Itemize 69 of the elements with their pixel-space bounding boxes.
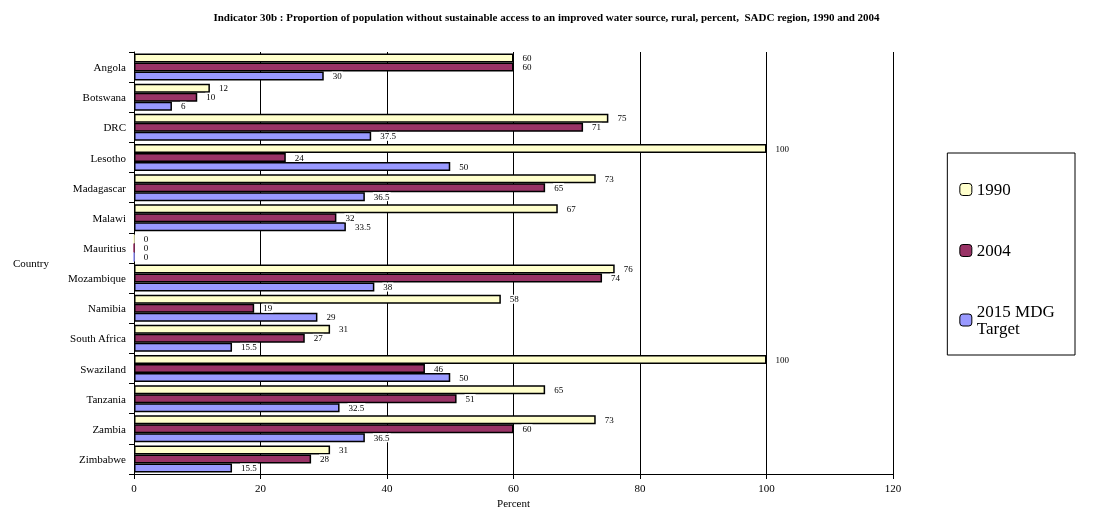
- data-label: 15.5: [241, 462, 258, 473]
- data-label: 51: [465, 393, 475, 404]
- data-label: 12: [218, 83, 228, 94]
- y-tick-label: Madagascar: [72, 181, 127, 194]
- x-tick-label: 40: [381, 481, 393, 494]
- y-tick-label: Angola: [93, 61, 127, 74]
- legend-label: 2004: [976, 241, 1012, 260]
- legend-label: 1990: [976, 180, 1011, 199]
- x-tick-label: 0: [131, 481, 138, 494]
- data-label: 58: [509, 294, 520, 305]
- data-label: 65: [554, 384, 564, 395]
- data-label: 29: [326, 312, 336, 323]
- x-tick-label: 20: [255, 481, 267, 494]
- data-label: 36.5: [373, 432, 391, 443]
- x-tick-label: 80: [634, 481, 646, 494]
- y-tick-label: South Africa: [70, 332, 127, 345]
- data-label: 76: [623, 264, 634, 275]
- data-label: 19: [263, 303, 273, 314]
- data-label: 0: [143, 251, 149, 262]
- data-label: 100: [775, 354, 790, 365]
- data-label: 28: [320, 453, 330, 464]
- data-label: 30: [332, 71, 343, 82]
- data-label: 60: [522, 423, 532, 434]
- y-tick-label: Mauritius: [83, 241, 126, 254]
- data-label: 73: [604, 173, 615, 184]
- data-label: 36.5: [373, 191, 391, 202]
- data-label: 31: [339, 444, 349, 455]
- x-tick-label: 60: [508, 481, 520, 494]
- x-tick-label: 120: [884, 481, 902, 494]
- data-label: 32: [345, 212, 355, 223]
- chart-title: Indicator 30b : Proportion of population without sustainable access to an improved water source, rural, percent, SADC region, 1990 and 2004: [213, 10, 881, 23]
- y-tick-label: Malawi: [92, 211, 126, 224]
- data-label: 60: [522, 62, 532, 73]
- data-label: 24: [294, 152, 305, 163]
- data-label: 32.5: [348, 402, 365, 413]
- data-label: 71: [592, 122, 602, 133]
- y-axis-title: Country: [12, 257, 50, 269]
- y-tick-label: Lesotho: [90, 151, 127, 164]
- data-label: 75: [617, 113, 627, 124]
- data-label: 100: [775, 143, 790, 154]
- data-label: 0: [143, 242, 149, 253]
- y-tick-label: Zimbabwe: [78, 452, 127, 465]
- x-tick-label: 100: [758, 481, 776, 494]
- data-label: 73: [604, 414, 615, 425]
- data-label: 67: [566, 203, 577, 214]
- data-label: 0: [143, 233, 149, 244]
- data-label: 38: [383, 282, 393, 293]
- y-tick-label: Tanzania: [86, 392, 127, 405]
- data-label: 46: [433, 363, 444, 374]
- x-axis-title: Percent: [497, 497, 530, 510]
- legend-label: 2015 MDG Target: [976, 302, 1059, 338]
- data-label: 31: [339, 324, 349, 335]
- y-tick-label: Zambia: [92, 422, 127, 435]
- y-tick-label: Namibia: [88, 302, 127, 315]
- data-label: 10: [206, 92, 216, 103]
- y-tick-label: DRC: [103, 121, 126, 134]
- data-label: 27: [313, 333, 324, 344]
- data-label: 33.5: [354, 221, 372, 232]
- data-label: 50: [459, 372, 469, 383]
- data-label: 15.5: [241, 342, 258, 353]
- data-label: 37.5: [380, 131, 397, 142]
- y-tick-label: Botswana: [82, 91, 127, 104]
- y-tick-label: Swaziland: [80, 362, 127, 375]
- y-tick-label: Mozambique: [67, 272, 127, 285]
- data-label: 50: [459, 161, 469, 172]
- data-label: 6: [180, 101, 186, 112]
- data-label: 74: [611, 273, 621, 284]
- data-label: 60: [522, 53, 532, 64]
- data-label: 65: [554, 182, 564, 193]
